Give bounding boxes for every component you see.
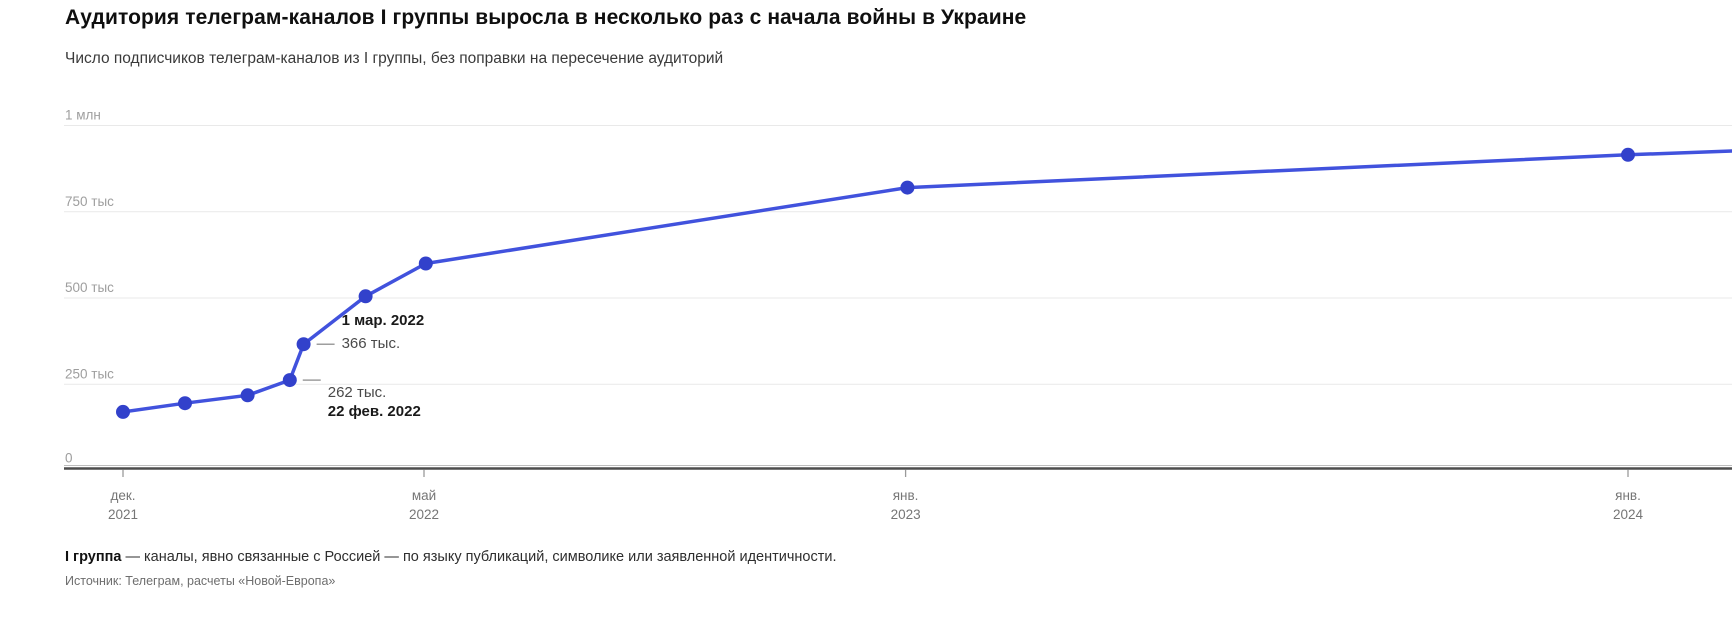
annotation-value: 366 тыс. bbox=[342, 335, 401, 352]
series-line bbox=[121, 149, 1732, 414]
data-point[interactable] bbox=[282, 373, 297, 388]
data-point[interactable] bbox=[358, 289, 373, 304]
x-axis-label: 2023 bbox=[891, 507, 921, 522]
source-note: Источник: Телеграм, расчеты «Новой-Европ… bbox=[65, 574, 336, 588]
data-point[interactable] bbox=[296, 337, 311, 352]
annotation-date: 22 фев. 2022 bbox=[328, 403, 421, 420]
y-axis-label: 250 тыс bbox=[65, 366, 114, 381]
data-point[interactable] bbox=[240, 388, 255, 403]
data-point[interactable] bbox=[900, 180, 915, 195]
x-axis-label: дек. bbox=[110, 488, 135, 503]
y-axis-label: 500 тыс bbox=[65, 280, 114, 295]
y-axis-label: 750 тыс bbox=[65, 194, 114, 209]
x-axis-label: янв. bbox=[1615, 488, 1641, 503]
x-axis-label: май bbox=[412, 488, 436, 503]
annotation-date: 1 мар. 2022 bbox=[342, 312, 425, 329]
chart-subtitle: Число подписчиков телеграм-каналов из I … bbox=[65, 50, 724, 67]
y-axis-label: 1 млн bbox=[65, 108, 101, 123]
x-axis-label: янв. bbox=[893, 488, 919, 503]
annotation-value: 262 тыс. bbox=[328, 384, 387, 401]
x-axis-label: 2021 bbox=[108, 507, 138, 522]
x-axis-label: 2024 bbox=[1613, 507, 1644, 522]
data-point[interactable] bbox=[1621, 147, 1635, 162]
x-axis-label: 2022 bbox=[409, 507, 439, 522]
data-point[interactable] bbox=[178, 396, 192, 411]
data-point[interactable] bbox=[418, 256, 433, 271]
footnote: I группа — каналы, явно связанные с Росс… bbox=[65, 549, 837, 565]
y-axis-label: 0 bbox=[65, 451, 73, 466]
footnote-text: — каналы, явно связанные с Россией — по … bbox=[121, 549, 837, 565]
chart-title: Аудитория телеграм-каналов I группы выро… bbox=[65, 6, 1027, 29]
data-point[interactable] bbox=[116, 404, 130, 419]
footnote-term: I группа bbox=[65, 549, 122, 565]
